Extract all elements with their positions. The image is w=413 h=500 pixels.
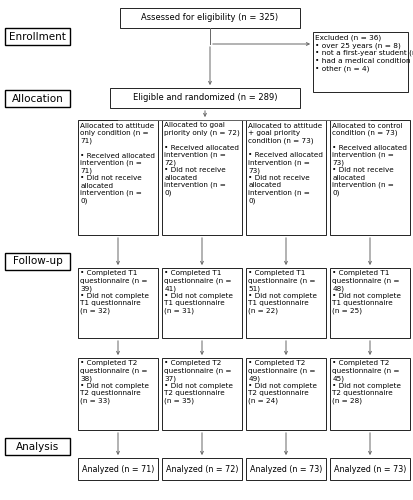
Text: Follow-up: Follow-up [12,256,62,266]
Bar [78,458,158,480]
Bar [78,120,158,235]
Bar [5,438,70,455]
Bar [5,90,70,107]
Text: Analysis: Analysis [16,442,59,452]
Text: Enrollment: Enrollment [9,32,66,42]
Text: Eligible and randomized (n = 289): Eligible and randomized (n = 289) [133,94,277,102]
Bar [245,458,325,480]
Text: Assessed for eligibility (n = 325): Assessed for eligibility (n = 325) [141,14,278,22]
Text: • Completed T1
questionnaire (n =
48)
• Did not complete
T1 questionnaire
(n = 2: • Completed T1 questionnaire (n = 48) • … [332,270,401,314]
Text: Allocated to control
condition (n = 73)

• Received allocated
intervention (n =
: Allocated to control condition (n = 73) … [332,122,406,196]
Bar [78,358,158,430]
Bar [120,8,299,28]
Bar [5,253,70,270]
Bar [329,358,409,430]
Text: Analyzed (n = 71): Analyzed (n = 71) [82,464,154,473]
Text: • Completed T2
questionnaire (n =
49)
• Did not complete
T2 questionnaire
(n = 2: • Completed T2 questionnaire (n = 49) • … [248,360,317,404]
Text: Allocated to attitude
only condition (n =
71)

• Received allocated
intervention: Allocated to attitude only condition (n … [80,122,155,204]
Text: Allocated to goal
priority only (n = 72)

• Received allocated
intervention (n =: Allocated to goal priority only (n = 72)… [164,122,240,196]
Text: Excluded (n = 36)
• over 25 years (n = 8)
• not a first-year student (n = 16)
• : Excluded (n = 36) • over 25 years (n = 8… [315,34,413,72]
Bar [161,358,242,430]
Text: • Completed T1
questionnaire (n =
39)
• Did not complete
T1 questionnaire
(n = 3: • Completed T1 questionnaire (n = 39) • … [80,270,149,314]
Bar [110,88,299,108]
Text: • Completed T2
questionnaire (n =
45)
• Did not complete
T2 questionnaire
(n = 2: • Completed T2 questionnaire (n = 45) • … [332,360,401,404]
Bar [5,28,70,45]
Bar [245,120,325,235]
Bar [329,120,409,235]
Bar [329,268,409,338]
Bar [78,268,158,338]
Bar [312,32,407,92]
Text: Allocation: Allocation [12,94,63,104]
Text: Allocated to attitude
+ goal priority
condition (n = 73)

• Received allocated
i: Allocated to attitude + goal priority co… [248,122,323,204]
Bar [161,458,242,480]
Bar [161,268,242,338]
Bar [245,268,325,338]
Text: • Completed T1
questionnaire (n =
51)
• Did not complete
T1 questionnaire
(n = 2: • Completed T1 questionnaire (n = 51) • … [248,270,317,314]
Text: Analyzed (n = 73): Analyzed (n = 73) [249,464,321,473]
Text: Analyzed (n = 73): Analyzed (n = 73) [333,464,405,473]
Bar [161,120,242,235]
Text: • Completed T2
questionnaire (n =
38)
• Did not complete
T2 questionnaire
(n = 3: • Completed T2 questionnaire (n = 38) • … [80,360,149,404]
Text: • Completed T1
questionnaire (n =
41)
• Did not complete
T1 questionnaire
(n = 3: • Completed T1 questionnaire (n = 41) • … [164,270,233,314]
Bar [245,358,325,430]
Bar [329,458,409,480]
Text: • Completed T2
questionnaire (n =
37)
• Did not complete
T2 questionnaire
(n = 3: • Completed T2 questionnaire (n = 37) • … [164,360,233,404]
Text: Analyzed (n = 72): Analyzed (n = 72) [165,464,237,473]
